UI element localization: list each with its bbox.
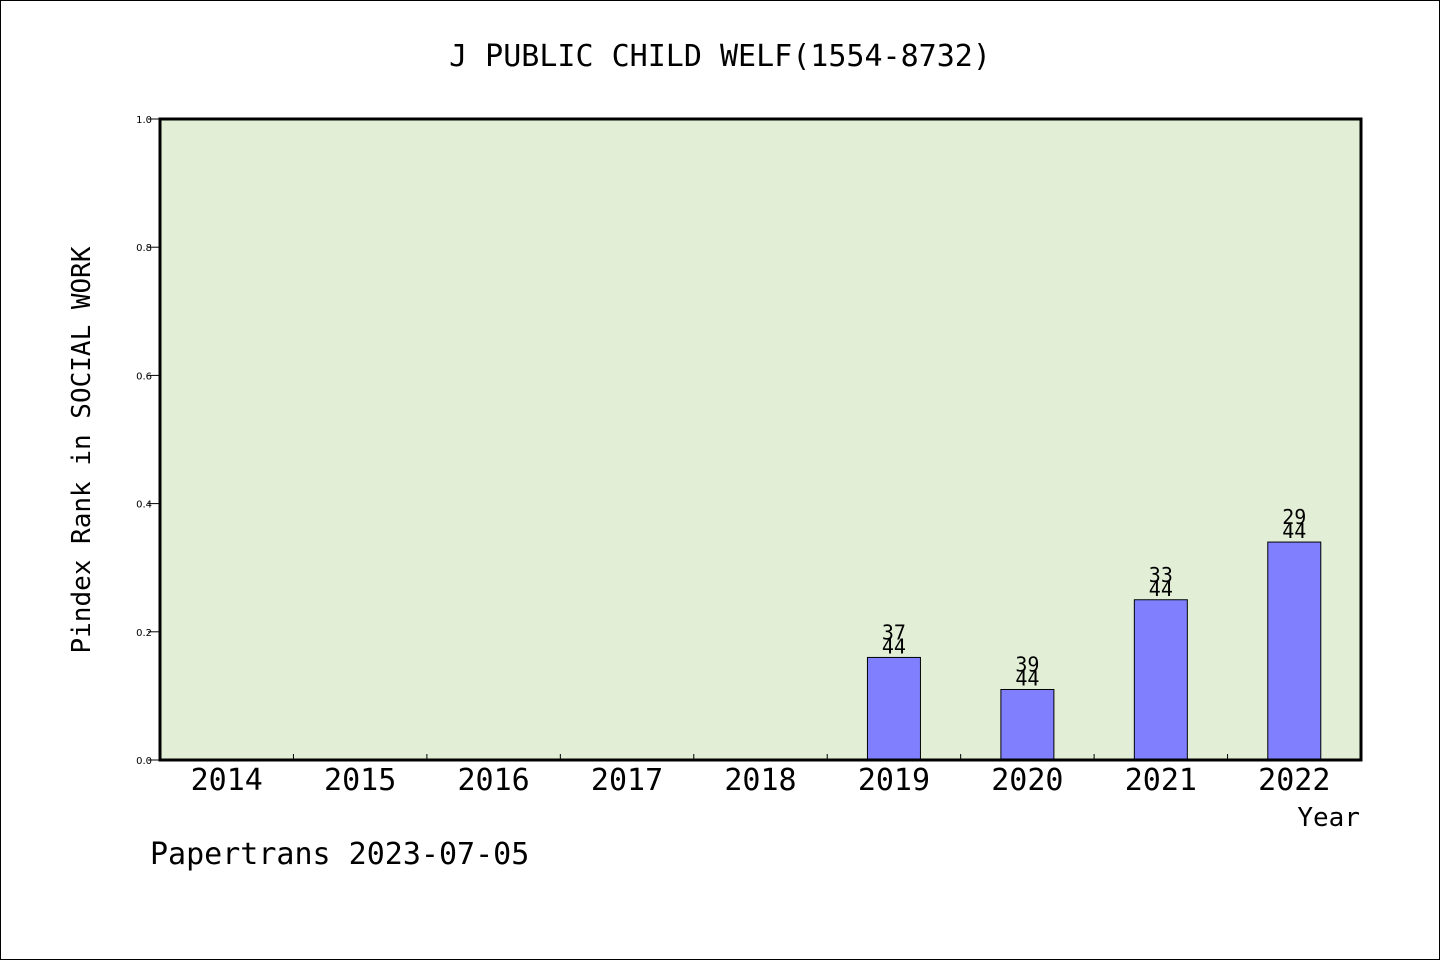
bar-total-label: 44 [882, 634, 906, 658]
bar-2021 [1133, 599, 1188, 761]
x-tick-label: 2021 [1125, 763, 1197, 798]
x-tick-label: 2020 [991, 763, 1063, 798]
x-tick-label: 2017 [591, 763, 663, 798]
y-tick-label: 0.4 [136, 500, 152, 511]
y-tick-label: 0.0 [136, 756, 152, 767]
bar-2019 [866, 656, 921, 761]
x-tick-label: 2018 [724, 763, 796, 798]
bar-2020 [1000, 688, 1055, 761]
footer-text: Papertrans 2023-07-05 [150, 837, 529, 872]
chart-title: J PUBLIC CHILD WELF(1554-8732) [449, 39, 991, 74]
bar-total-label: 44 [1149, 577, 1173, 601]
y-tick-label: 0.8 [136, 243, 152, 254]
y-tick-label: 0.2 [136, 628, 152, 639]
bar-2022 [1267, 541, 1322, 761]
x-tick-label: 2016 [457, 763, 529, 798]
x-axis-label: Year [1297, 803, 1360, 833]
x-tick-label: 2014 [191, 763, 263, 798]
x-tick-label: 2015 [324, 763, 396, 798]
bar-rank-label: 37 [882, 620, 906, 644]
y-tick-label: 1.0 [136, 115, 152, 126]
y-tick-label: 0.6 [136, 371, 152, 382]
x-tick-label: 2022 [1258, 763, 1330, 798]
bar-rank-label: 39 [1015, 652, 1039, 676]
y-axis: 0.0 0.2 0.4 0.6 0.8 1.0 [136, 115, 160, 767]
x-tick-label: 2019 [858, 763, 930, 798]
bar-rank-label: 29 [1282, 505, 1306, 529]
bars-layer [866, 541, 1322, 761]
y-axis-label: Pindex Rank in SOCIAL WORK [67, 246, 97, 653]
x-axis: 2014 2015 2016 2017 2018 2019 2020 2021 2022 [191, 754, 1330, 798]
bar-rank-label: 33 [1149, 563, 1173, 587]
plot-border [158, 117, 1363, 762]
bar-total-label: 44 [1015, 666, 1039, 690]
bar-total-label: 44 [1282, 519, 1306, 543]
